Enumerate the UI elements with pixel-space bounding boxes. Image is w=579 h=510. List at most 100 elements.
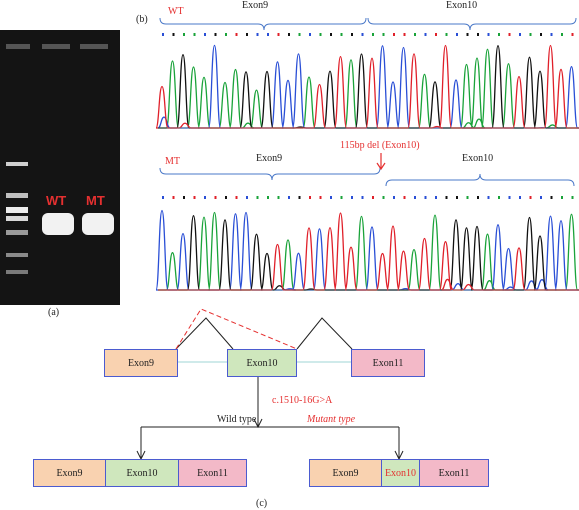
base-call-mark <box>162 33 164 36</box>
mt-sample-label: MT <box>165 156 180 167</box>
mutant-exon10-label: Exon10 <box>384 467 417 479</box>
base-call-mark <box>498 196 500 199</box>
base-call-mark <box>225 33 227 36</box>
ladder-band <box>6 253 28 257</box>
trace-t <box>155 44 579 129</box>
wild-exon9-box: Exon9 <box>34 460 106 486</box>
wt-sample-label: WT <box>168 6 184 17</box>
base-call-mark <box>561 196 563 199</box>
base-call-mark <box>382 196 385 199</box>
top-exon10-box: Exon10 <box>227 349 297 377</box>
base-call-mark <box>456 33 458 36</box>
splice-chevron-9-10 <box>175 317 234 350</box>
base-call-mark <box>424 33 427 36</box>
trace-g <box>158 215 579 291</box>
base-call-mark <box>172 196 175 199</box>
base-call-mark <box>466 196 469 199</box>
base-call-mark <box>319 196 322 199</box>
wt-lane-label: WT <box>46 193 67 208</box>
mutant-exon9-box: Exon9 <box>310 460 382 486</box>
wt-trace <box>155 44 579 129</box>
gel-well <box>80 44 108 49</box>
base-call-mark <box>277 196 280 199</box>
base-call-mark <box>183 196 185 199</box>
base-call-mark <box>235 33 238 36</box>
trace-t <box>158 212 579 291</box>
base-call-mark <box>214 196 217 199</box>
base-call-mark <box>571 196 574 199</box>
base-call-mark <box>372 196 374 199</box>
base-call-mark <box>435 33 437 36</box>
base-call-mark <box>498 33 500 36</box>
panel-b-label: (b) <box>136 14 148 25</box>
base-call-mark <box>309 196 311 199</box>
mt-band <box>82 213 114 235</box>
mutant-exon10-box: Exon10 <box>382 460 420 486</box>
base-call-mark <box>298 33 301 36</box>
base-call-mark <box>267 196 269 199</box>
wt-base-calls <box>162 33 574 36</box>
base-call-mark <box>298 196 301 199</box>
base-call-mark <box>246 33 248 36</box>
base-call-mark <box>204 33 206 36</box>
base-call-mark <box>529 196 532 199</box>
ladder-band <box>6 207 28 213</box>
base-call-mark <box>414 33 416 36</box>
mt-exon10-label: Exon10 <box>462 153 494 164</box>
ladder-band <box>6 216 28 221</box>
base-call-mark <box>529 33 532 36</box>
base-call-mark <box>204 196 206 199</box>
top-exon10-label: Exon10 <box>246 357 278 369</box>
ladder-band <box>6 162 28 166</box>
base-call-mark <box>340 33 343 36</box>
base-call-mark <box>309 33 311 36</box>
wt-exon10-bracket <box>367 17 577 31</box>
base-call-mark <box>330 196 332 199</box>
trace-g <box>158 45 579 129</box>
gel-well <box>42 44 70 49</box>
base-call-mark <box>519 33 521 36</box>
wt-exon10-label: Exon10 <box>446 0 478 11</box>
base-call-mark <box>351 196 353 199</box>
base-call-mark <box>372 33 374 36</box>
gel-panel: WT MT <box>0 30 120 305</box>
base-call-mark <box>162 196 164 199</box>
base-call-mark <box>267 33 269 36</box>
wild-exon11-box: Exon11 <box>179 460 246 486</box>
base-call-mark <box>393 196 395 199</box>
wt-band <box>42 213 74 235</box>
base-call-mark <box>393 33 395 36</box>
base-call-mark <box>550 33 553 36</box>
wild-exon10-label: Exon10 <box>126 467 158 479</box>
panel-c-label: (c) <box>256 498 268 509</box>
base-call-mark <box>382 33 385 36</box>
base-call-mark <box>571 33 574 36</box>
splice-chevron-10-11 <box>296 317 353 350</box>
base-call-mark <box>445 33 448 36</box>
mt-lane-label: MT <box>86 193 105 208</box>
aberrant-splice-path <box>175 308 298 350</box>
wt-exon9-label: Exon9 <box>242 0 269 11</box>
gel-image <box>6 44 114 274</box>
base-call-mark <box>445 196 448 199</box>
wt-exon9-bracket <box>159 17 367 31</box>
mt-exon9-bracket <box>159 167 381 181</box>
base-call-mark <box>540 33 542 36</box>
mutant-exon11-box: Exon11 <box>420 460 488 486</box>
base-call-mark <box>477 196 479 199</box>
trace-c <box>155 209 579 291</box>
ladder-band <box>6 193 28 198</box>
top-exon11-box: Exon11 <box>351 349 425 377</box>
base-call-mark <box>508 196 511 199</box>
base-call-mark <box>256 196 259 199</box>
mutant-type-transcript: Exon9 Exon10 Exon11 <box>309 459 489 487</box>
base-call-mark <box>487 33 490 36</box>
wild-exon9-label: Exon9 <box>56 467 83 479</box>
base-call-mark <box>540 196 542 199</box>
panel-a-label: (a) <box>48 307 60 318</box>
top-exon9-label: Exon9 <box>127 357 155 369</box>
wild-exon10-box: Exon10 <box>106 460 179 486</box>
deletion-annotation: 115bp del (Exon10) <box>340 140 420 151</box>
mt-trace <box>155 209 579 291</box>
base-call-mark <box>340 196 343 199</box>
